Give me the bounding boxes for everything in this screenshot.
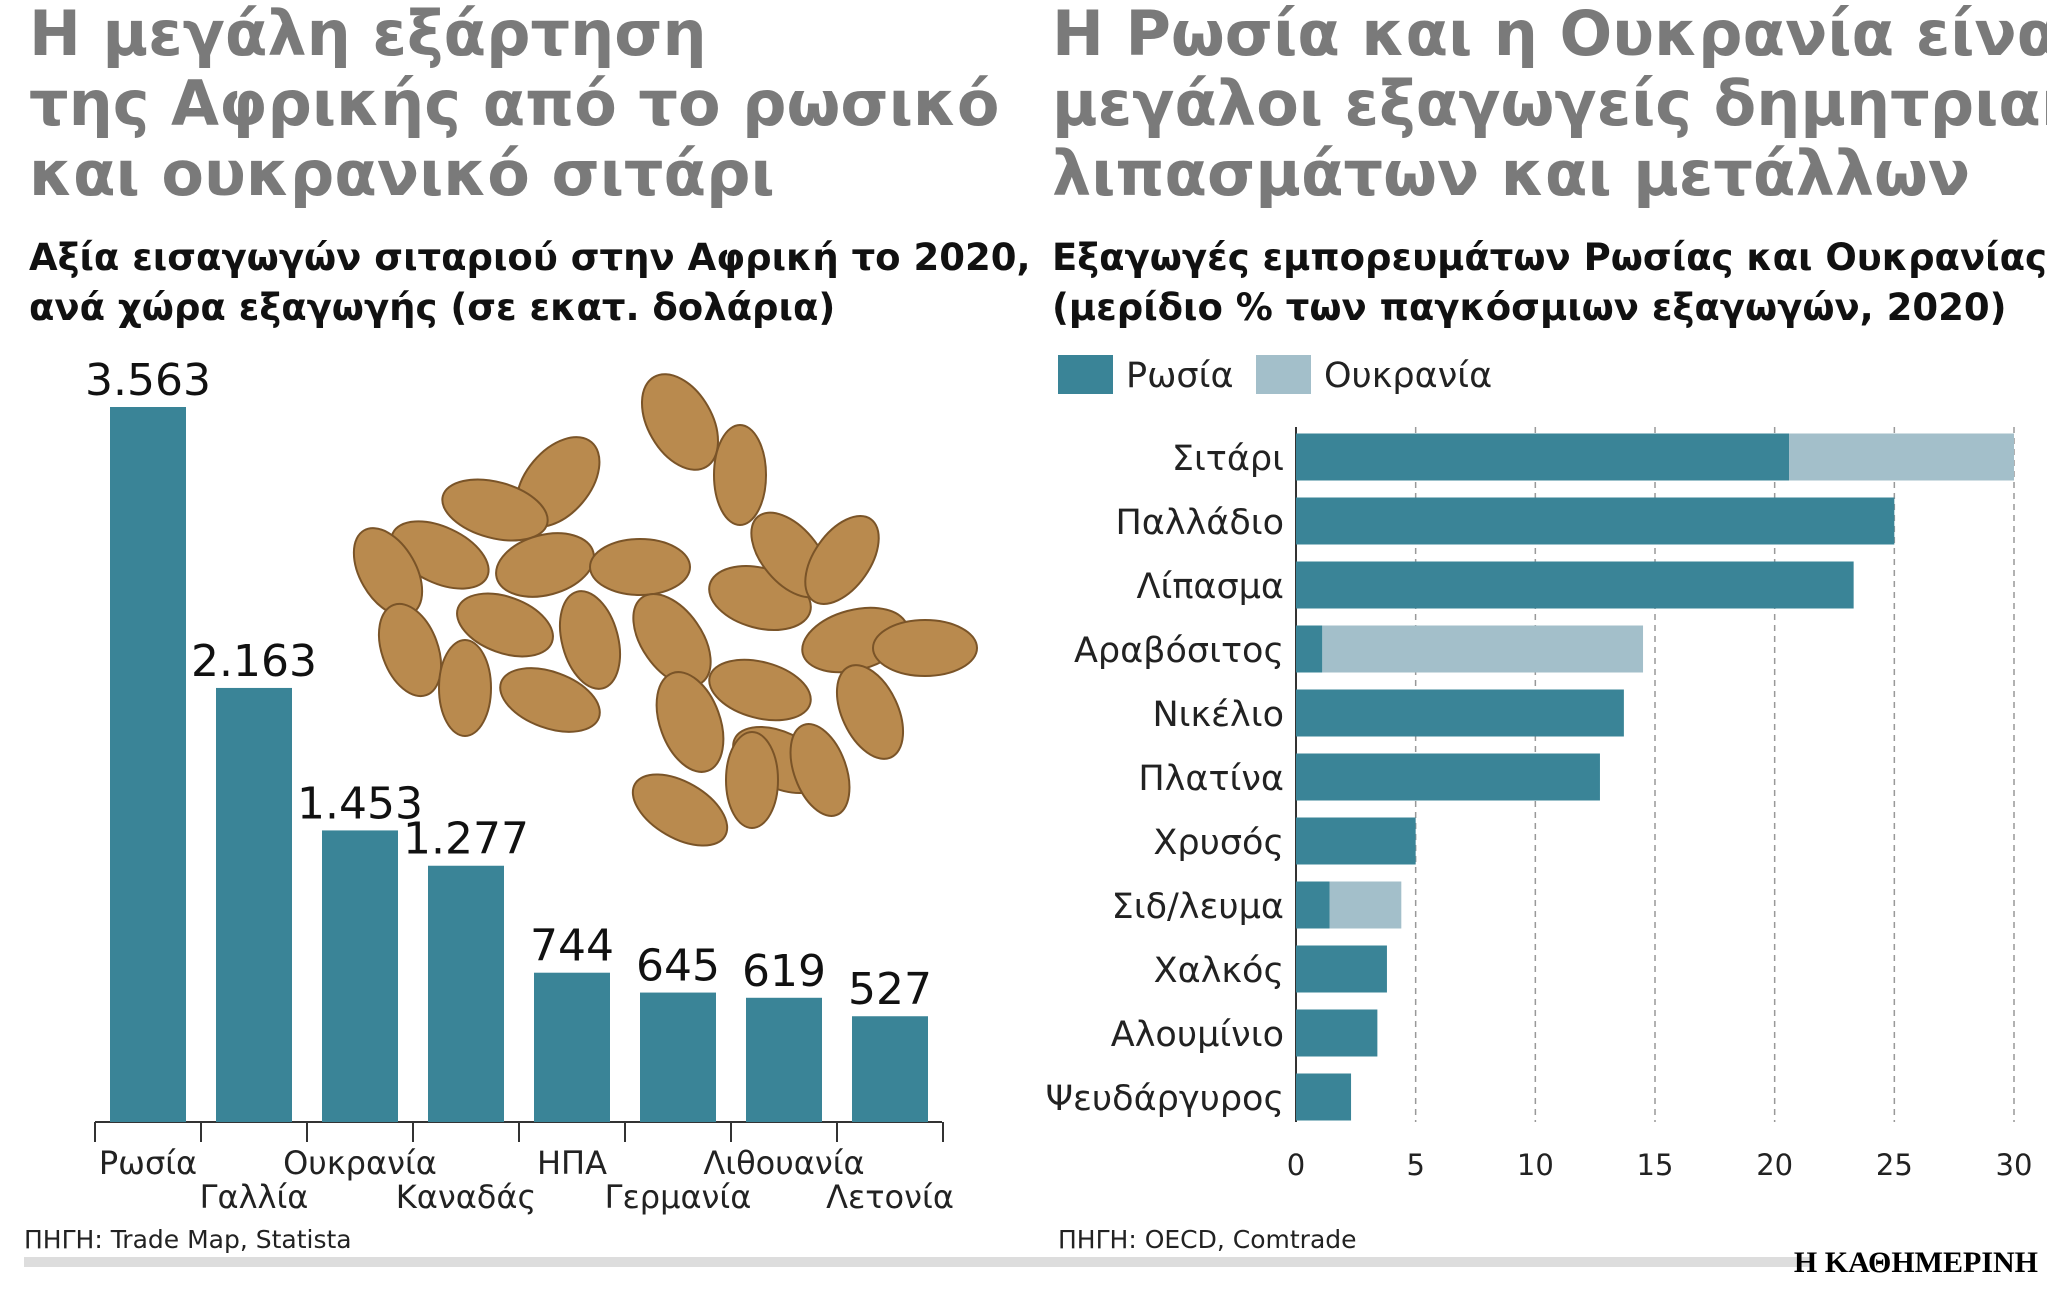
y-tick-label: Πλατίνα xyxy=(1138,759,1284,799)
y-tick-label: Σιδ/λευμα xyxy=(1112,887,1284,927)
legend-label: Ρωσία xyxy=(1126,356,1234,396)
chart-title: της Αφρικής από το ρωσικό xyxy=(29,67,1000,140)
chart-title: μεγάλοι εξαγωγείς δημητριακών, xyxy=(1052,67,2047,140)
x-tick-label: Λιθουανία xyxy=(703,1144,864,1182)
x-tick-label: Λετονία xyxy=(826,1178,954,1216)
chart-title: Η μεγάλη εξάρτηση xyxy=(29,0,707,70)
y-tick-label: Νικέλιο xyxy=(1152,695,1284,735)
bar-segment xyxy=(1789,433,2014,481)
chart-subtitle: ανά χώρα εξαγωγής (σε εκατ. δολάρια) xyxy=(29,286,835,329)
bar-segment xyxy=(1296,817,1416,865)
legend-swatch xyxy=(1058,355,1113,394)
y-tick-label: Λίπασμα xyxy=(1137,567,1284,607)
x-tick-label: 5 xyxy=(1406,1148,1424,1182)
chart-title: Η Ρωσία και η Ουκρανία είναι xyxy=(1052,0,2047,70)
bar xyxy=(852,1016,928,1122)
chart-subtitle: (μερίδιο % των παγκόσμιων εξαγωγών, 2020… xyxy=(1052,286,2007,329)
y-tick-label: Σιτάρι xyxy=(1172,439,1284,479)
legend-label: Ουκρανία xyxy=(1324,356,1492,396)
value-label: 645 xyxy=(636,941,720,992)
footer-bar xyxy=(24,1257,1814,1267)
x-tick-label: Ρωσία xyxy=(99,1144,197,1182)
chart-title: λιπασμάτων και μετάλλων xyxy=(1052,137,1970,210)
bar xyxy=(322,830,398,1122)
value-label: 527 xyxy=(848,964,932,1015)
value-label: 1.277 xyxy=(403,814,529,865)
bar-segment xyxy=(1296,753,1600,801)
y-tick-label: Παλλάδιο xyxy=(1115,503,1284,543)
bar xyxy=(746,997,822,1122)
x-tick-label: Γερμανία xyxy=(605,1178,752,1216)
x-tick-label: Καναδάς xyxy=(396,1178,537,1216)
value-label: 2.163 xyxy=(191,636,317,687)
x-tick-label: Ουκρανία xyxy=(283,1144,437,1182)
x-tick-label: Γαλλία xyxy=(200,1178,309,1216)
value-label: 1.453 xyxy=(297,778,423,829)
x-tick-label: 15 xyxy=(1637,1148,1674,1182)
bar-segment xyxy=(1296,945,1387,993)
x-tick-label: 25 xyxy=(1876,1148,1913,1182)
y-tick-label: Χρυσός xyxy=(1153,823,1284,863)
bar-segment xyxy=(1296,497,1895,545)
bar-segment xyxy=(1296,881,1330,929)
bar-segment xyxy=(1322,625,1644,673)
wheat-illustration xyxy=(352,373,978,847)
x-tick-label: 20 xyxy=(1756,1148,1793,1182)
x-tick-label: 30 xyxy=(1996,1148,2033,1182)
logo: Η ΚΑΘΗΜΕΡΙΝΗ xyxy=(1794,1246,2038,1279)
value-label: 744 xyxy=(530,921,614,972)
bar xyxy=(216,687,292,1122)
bar xyxy=(640,992,716,1122)
y-tick-label: Χαλκός xyxy=(1154,951,1284,991)
chart-title: και ουκρανικό σιτάρι xyxy=(29,137,775,210)
y-tick-label: Αλουμίνιο xyxy=(1111,1015,1284,1055)
y-tick-label: Αραβόσιτος xyxy=(1074,631,1284,671)
legend-swatch xyxy=(1256,355,1311,394)
chart-subtitle: Εξαγωγές εμπορευμάτων Ρωσίας και Ουκρανί… xyxy=(1052,236,2047,279)
value-label: 3.563 xyxy=(85,355,211,406)
bar-segment xyxy=(1296,625,1323,673)
x-tick-label: ΗΠΑ xyxy=(537,1144,607,1182)
bar-segment xyxy=(1296,1073,1352,1121)
bar-segment xyxy=(1296,1009,1378,1057)
bar xyxy=(534,972,610,1122)
x-tick-label: 10 xyxy=(1517,1148,1554,1182)
y-tick-label: Ψευδάργυρος xyxy=(1045,1079,1284,1119)
bar xyxy=(428,865,504,1122)
value-label: 619 xyxy=(742,946,826,997)
source: ΠΗΓΗ: Trade Map, Statista xyxy=(24,1225,352,1254)
x-tick-label: 0 xyxy=(1287,1148,1305,1182)
bar xyxy=(110,407,186,1122)
chart-subtitle: Αξία εισαγωγών σιταριού στην Αφρική το 2… xyxy=(29,236,1031,279)
source: ΠΗΓΗ: OECD, Comtrade xyxy=(1058,1225,1357,1254)
bar-segment xyxy=(1296,561,1854,609)
bar-segment xyxy=(1296,689,1624,737)
bar-segment xyxy=(1329,881,1402,929)
bar-segment xyxy=(1296,433,1790,481)
